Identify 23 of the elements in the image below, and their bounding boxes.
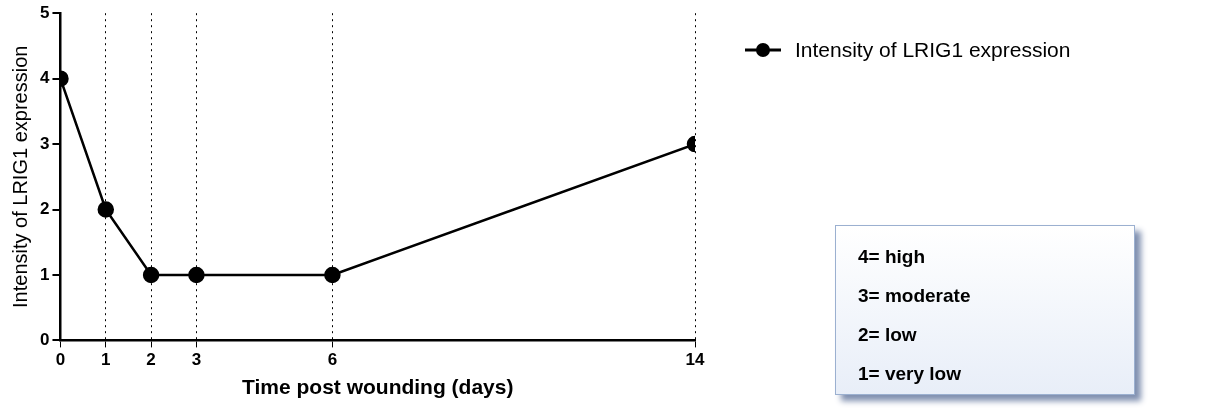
x-tick-label: 6 <box>327 350 338 370</box>
y-tick-label: 4 <box>39 68 50 88</box>
text: 3= moderate <box>858 285 972 308</box>
x-tick-label: 0 <box>55 350 66 370</box>
x-axis-title: Time post wounding (days) <box>242 375 514 399</box>
y-tick-label: 0 <box>39 330 50 350</box>
y-axis-title: Intensity of LRIG1 expression <box>8 45 31 308</box>
x-tick-label: 14 <box>685 350 705 370</box>
point <box>324 266 341 284</box>
y-tick-label: 5 <box>39 2 50 22</box>
point <box>188 266 205 284</box>
x-tick-label: 2 <box>146 350 156 370</box>
text: 2= low <box>858 324 918 347</box>
y-tick-label: 1 <box>39 264 50 284</box>
x-tick-label: 1 <box>101 350 111 370</box>
x-tick-label: 3 <box>191 350 202 370</box>
point <box>142 266 160 284</box>
point <box>97 201 115 218</box>
y-tick-label: 2 <box>39 199 50 219</box>
legend-label: Intensity of LRIG1 expression <box>795 38 1071 62</box>
y-tick-label: 3 <box>39 133 50 153</box>
text: 4= high <box>858 246 927 269</box>
text: 1= very low <box>858 363 962 386</box>
